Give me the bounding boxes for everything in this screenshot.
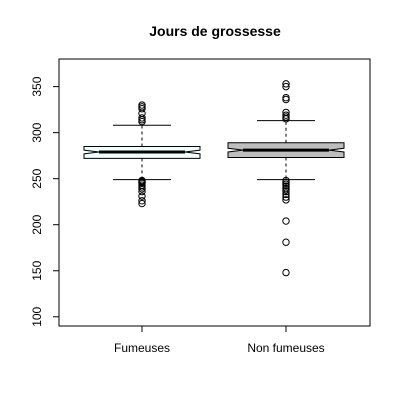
outlier-point xyxy=(282,196,290,204)
y-tick-label: 300 xyxy=(30,122,44,142)
x-axis: Fumeuses Non fumeuses xyxy=(114,326,325,355)
outlier-point xyxy=(282,176,290,185)
outlier-point xyxy=(138,101,146,109)
outlier-point xyxy=(282,217,290,225)
box-2 xyxy=(227,80,345,277)
outlier-point xyxy=(282,93,290,102)
outlier-point xyxy=(282,238,290,246)
outlier-point xyxy=(282,80,290,88)
chart-title: Jours de grossesse xyxy=(149,23,281,39)
y-tick-label: 200 xyxy=(30,214,44,234)
outlier-point xyxy=(138,192,146,200)
y-axis: 100 150 200 250 300 350 xyxy=(30,76,60,327)
outlier-point xyxy=(282,193,290,201)
box-1 xyxy=(83,101,201,208)
outlier-point xyxy=(138,176,146,185)
outlier-point xyxy=(138,114,146,122)
x-tick-label: Non fumeuses xyxy=(247,341,324,355)
x-tick-label: Fumeuses xyxy=(114,341,170,355)
outlier-point xyxy=(282,111,290,119)
outlier-point xyxy=(282,82,290,91)
y-tick-label: 350 xyxy=(30,76,44,96)
outlier-point xyxy=(138,197,146,205)
y-tick-label: 100 xyxy=(30,306,44,326)
y-tick-label: 250 xyxy=(30,168,44,188)
y-tick-label: 150 xyxy=(30,260,44,280)
boxes xyxy=(83,80,345,277)
outlier-point xyxy=(282,268,290,277)
plot-frame xyxy=(58,58,371,327)
outlier-point xyxy=(282,108,290,117)
outlier-point xyxy=(138,199,146,208)
